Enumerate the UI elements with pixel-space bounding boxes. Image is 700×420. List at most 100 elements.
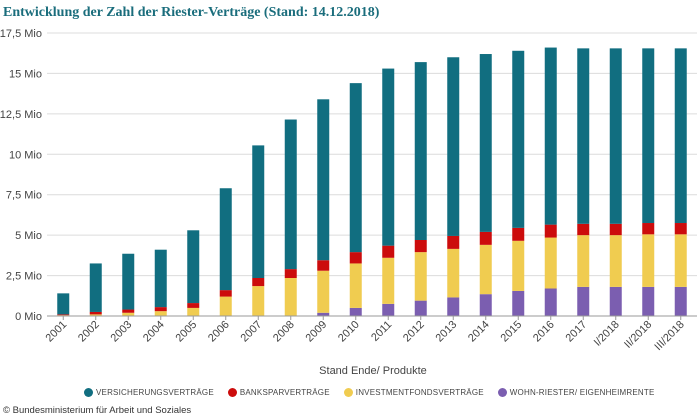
bar-segment <box>447 57 460 236</box>
bar-segment <box>284 119 297 270</box>
x-tick-label: III/2018 <box>652 319 686 353</box>
x-tick-label: I/2018 <box>592 319 622 349</box>
bar-segment <box>252 277 265 287</box>
bar-segment <box>512 227 525 241</box>
y-tick-label: 0 Mio <box>15 311 42 323</box>
legend-swatch <box>227 388 237 397</box>
bar-segment <box>609 286 622 316</box>
x-axis-label: Stand Ende/ Produkte <box>319 365 427 377</box>
bar-segment <box>219 290 232 297</box>
bar-segment <box>317 270 330 313</box>
y-tick-label: 5 Mio <box>15 230 42 242</box>
bar-segment <box>674 286 687 316</box>
bar-segment <box>349 263 362 308</box>
bar-segment <box>187 303 200 308</box>
bar-segment <box>382 303 395 316</box>
x-tick-label: 2011 <box>369 319 394 344</box>
bar-segment <box>577 235 590 287</box>
bar-segment <box>642 48 655 224</box>
legend-item[interactable]: BANKSPARVERTRÄGE <box>227 388 330 397</box>
bar-segment <box>609 223 622 236</box>
bar-segment <box>447 235 460 249</box>
bar-segment <box>317 99 330 261</box>
legend-item[interactable]: WOHN-RIESTER/ EIGENHEIMRENTE <box>497 388 655 397</box>
bar-segment <box>544 47 557 225</box>
bar-segment <box>317 312 330 316</box>
bar-segment <box>674 234 687 287</box>
chart-title: Entwicklung der Zahl der Riester-Verträg… <box>3 5 380 20</box>
bar-segment <box>544 224 557 238</box>
x-tick-label: 2005 <box>174 319 200 345</box>
bar-segment <box>154 307 167 312</box>
bar-segment <box>479 294 492 316</box>
x-tick-label: 2004 <box>141 319 167 345</box>
y-tick-label: 17,5 Mio <box>0 28 42 40</box>
legend-item[interactable]: INVESTMENTFONDSVERTRÄGE <box>343 388 484 397</box>
x-tick-label: 2012 <box>401 319 427 345</box>
legend-label: VERSICHERUNGSVERTRÄGE <box>96 388 214 397</box>
bar-segment <box>154 249 167 308</box>
bar-segment <box>544 237 557 289</box>
bar-segment <box>122 312 135 316</box>
y-tick-label: 15 Mio <box>9 68 42 80</box>
bar-segment <box>349 83 362 253</box>
bar-segment <box>187 307 200 316</box>
bar-segment <box>252 286 265 316</box>
x-tick-label: 2017 <box>564 319 590 345</box>
legend-label: WOHN-RIESTER/ EIGENHEIMRENTE <box>509 388 655 397</box>
chart-legend: VERSICHERUNGSVERTRÄGE BANKSPARVERTRÄGE INV… <box>84 388 669 397</box>
bar-segment <box>89 311 102 315</box>
bar-segment <box>414 252 427 301</box>
bar-segment <box>414 239 427 253</box>
bar-segment <box>57 293 70 315</box>
legend-swatch <box>497 388 507 397</box>
bar-segment <box>414 62 427 240</box>
legend-label: BANKSPARVERTRÄGE <box>239 388 330 397</box>
bar-segment <box>349 252 362 264</box>
bar-segment <box>674 48 687 224</box>
bar-segment <box>89 263 102 312</box>
x-tick-label: 2006 <box>206 319 232 345</box>
bar-segment <box>479 54 492 232</box>
bar-segment <box>122 309 135 313</box>
bar-segment <box>349 307 362 316</box>
bar-segment <box>544 288 557 316</box>
bar-segment <box>642 234 655 287</box>
bar-segment <box>382 68 395 246</box>
bar-segment <box>317 260 330 271</box>
x-tick-label: 2013 <box>434 319 460 345</box>
bar-segment <box>577 223 590 236</box>
bar-segment <box>414 300 427 316</box>
y-tick-label: 10 Mio <box>9 149 42 161</box>
bar-segment <box>447 297 460 316</box>
bar-segment <box>187 230 200 304</box>
bar-segment <box>479 231 492 245</box>
bar-segment <box>57 314 70 316</box>
x-tick-label: 2007 <box>239 319 265 345</box>
bar-segment <box>512 50 525 228</box>
bar-segment <box>642 223 655 235</box>
x-tick-label: 2014 <box>466 319 492 345</box>
bar-segment <box>512 240 525 291</box>
bar-segment <box>512 290 525 316</box>
bar-segment <box>609 48 622 224</box>
x-tick-label: 2008 <box>271 319 297 345</box>
bar-segment <box>479 244 492 295</box>
x-tick-label: 2002 <box>76 319 102 345</box>
y-tick-label: 7,5 Mio <box>6 190 42 202</box>
bar-segment <box>219 188 232 291</box>
bar-segment <box>577 48 590 224</box>
legend-label: INVESTMENTFONDSVERTRÄGE <box>355 388 484 397</box>
y-tick-label: 2,5 Mio <box>6 271 42 283</box>
bar-segment <box>122 253 135 310</box>
x-tick-label: 2009 <box>304 319 330 345</box>
legend-item[interactable]: VERSICHERUNGSVERTRÄGE <box>84 388 214 397</box>
bar-segment <box>219 296 232 316</box>
bar-segment <box>577 286 590 316</box>
bar-segment <box>284 269 297 278</box>
legend-swatch <box>84 388 93 397</box>
bar-segment <box>642 286 655 316</box>
bar-segment <box>382 257 395 304</box>
bar-segment <box>674 223 687 235</box>
x-tick-label: 2010 <box>336 319 362 345</box>
